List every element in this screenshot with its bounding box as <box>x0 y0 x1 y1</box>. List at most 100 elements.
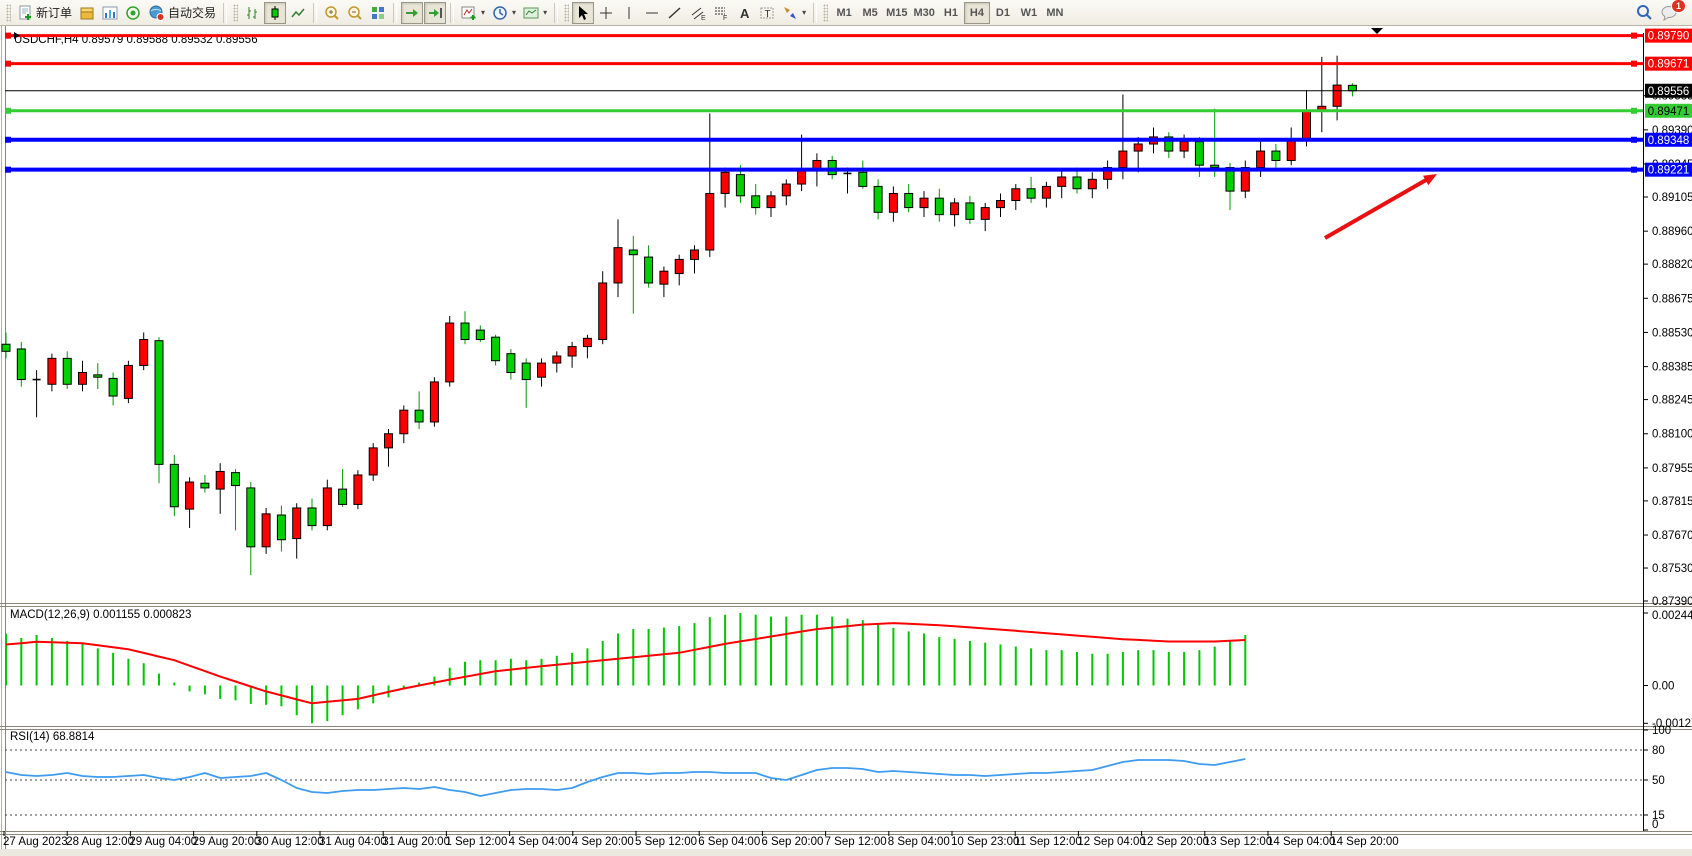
red-arrow-annotation[interactable] <box>1324 178 1427 240</box>
timeframe-button-h1[interactable]: H1 <box>938 2 964 24</box>
price-tag-label: 0.89348 <box>1648 135 1690 147</box>
line-anchor-square[interactable] <box>1631 166 1637 173</box>
periods-button[interactable]: ▾ <box>489 2 519 24</box>
toolbar-drag-handle[interactable] <box>233 3 239 22</box>
candle-body <box>16 348 26 381</box>
candle-body <box>261 513 271 548</box>
line-anchor-square[interactable] <box>5 32 11 39</box>
candle-body <box>888 192 898 213</box>
channel-icon: E <box>691 7 706 21</box>
candle-body <box>521 362 531 381</box>
toolbar-drag-handle[interactable] <box>564 3 570 22</box>
toolbar-separator <box>450 2 455 23</box>
timeframe-button-d1[interactable]: D1 <box>990 2 1016 24</box>
zoom-out-button[interactable] <box>344 2 366 24</box>
line-anchor-square[interactable] <box>1631 60 1637 67</box>
timeframe-button-m5[interactable]: M5 <box>857 2 883 24</box>
candle-body <box>735 174 745 197</box>
signals-button[interactable] <box>122 2 144 24</box>
candle-body <box>1347 84 1357 92</box>
fibonacci-button[interactable]: F <box>710 2 732 24</box>
candle-body <box>919 197 929 209</box>
candle-body <box>934 197 944 216</box>
channel-button[interactable]: E <box>687 2 709 24</box>
time-tick-label: 29 Aug 20:00 <box>193 836 261 848</box>
charts-button[interactable] <box>99 2 121 24</box>
candle-body <box>460 322 470 341</box>
candle-body <box>582 337 592 348</box>
line-chart-button[interactable] <box>287 2 309 24</box>
candlestick-button[interactable] <box>264 1 287 24</box>
label-button[interactable]: T <box>756 2 778 24</box>
rsi-tick-label: 15 <box>1652 810 1665 822</box>
cursor-button[interactable] <box>572 1 595 24</box>
chevron-down-icon: ▾ <box>802 8 807 17</box>
line-anchor-square[interactable] <box>1631 136 1637 143</box>
candle-body <box>322 487 332 527</box>
price-tick-label: 0.87530 <box>1652 563 1692 575</box>
time-tick-label: 10 Sep 23:00 <box>951 836 1019 848</box>
red-arrow-head <box>1423 174 1437 186</box>
candle-body <box>659 270 669 285</box>
time-tick-label: 13 Sep 12:00 <box>1204 836 1272 848</box>
zoom-in-button[interactable] <box>321 2 343 24</box>
price-tick-label: 0.87955 <box>1652 463 1692 475</box>
chart-canvas[interactable]: 0.895350.893900.892450.891050.889600.888… <box>0 26 1692 856</box>
candle-body <box>1286 138 1296 161</box>
candle-body <box>705 192 715 251</box>
timeframe-button-mn[interactable]: MN <box>1042 2 1068 24</box>
toolbar-drag-handle[interactable] <box>6 3 11 22</box>
vertical-line-button[interactable] <box>618 2 640 24</box>
timeframe-button-w1[interactable]: W1 <box>1016 2 1042 24</box>
market-icon <box>80 7 94 19</box>
bar-chart-button[interactable] <box>241 2 263 24</box>
crosshair-button[interactable] <box>595 2 617 24</box>
price-tick-label: 0.88245 <box>1652 395 1692 407</box>
time-tick-label: 7 Sep 12:00 <box>825 836 887 848</box>
horizontal-line-button[interactable] <box>641 2 663 24</box>
candle-body <box>414 409 424 423</box>
svg-text:E: E <box>701 15 706 21</box>
shapes-icon <box>784 6 797 19</box>
timeframe-button-m15[interactable]: M15 <box>883 2 910 24</box>
time-tick-label: 1 Sep 12:00 <box>445 836 507 848</box>
price-tag <box>1645 162 1692 177</box>
tile-windows-button[interactable] <box>367 2 389 24</box>
line-anchor-square[interactable] <box>1631 32 1637 39</box>
templates-button[interactable]: ▾ <box>520 2 550 24</box>
rsi-tick-label: 100 <box>1652 725 1671 737</box>
text-button[interactable]: A <box>733 2 755 24</box>
time-tick-label: 29 Aug 04:00 <box>129 836 197 848</box>
line-anchor-square[interactable] <box>1631 107 1637 114</box>
autotrading-button[interactable]: 自动交易 <box>145 2 219 24</box>
timeframe-button-m30[interactable]: M30 <box>911 2 938 24</box>
candle-body <box>1041 185 1051 199</box>
candle-body <box>491 336 501 362</box>
chart-shift-marker[interactable] <box>1371 28 1383 34</box>
line-anchor-square[interactable] <box>5 60 11 67</box>
time-tick-label: 5 Sep 12:00 <box>635 836 697 848</box>
auto-scroll-button[interactable] <box>401 1 424 24</box>
search-button[interactable] <box>1633 2 1657 24</box>
notifications-button[interactable]: 1 <box>1658 0 1686 24</box>
timeframe-button-h4[interactable]: H4 <box>963 1 990 24</box>
chart-shift-button[interactable] <box>424 1 447 24</box>
line-anchor-square[interactable] <box>5 166 11 173</box>
candle-body <box>47 357 57 385</box>
indicators-icon <box>461 6 476 20</box>
time-tick-label: 6 Sep 04:00 <box>698 836 760 848</box>
new-order-button[interactable]: 新订单 <box>14 2 75 24</box>
notification-badge: 1 <box>1670 0 1686 13</box>
autotrading-icon <box>149 5 165 21</box>
trendline-button[interactable] <box>664 2 686 24</box>
indicators-button[interactable]: ▾ <box>458 2 488 24</box>
time-tick-label: 30 Aug 12:00 <box>256 836 324 848</box>
line-anchor-square[interactable] <box>5 136 11 143</box>
candle-body <box>139 339 149 366</box>
toolbar-drag-handle[interactable] <box>823 3 829 22</box>
timeframe-button-m1[interactable]: M1 <box>831 2 857 24</box>
price-tag <box>1645 56 1692 71</box>
shapes-button[interactable]: ▾ <box>779 2 809 24</box>
market-button[interactable] <box>76 2 98 24</box>
line-anchor-square[interactable] <box>5 107 11 114</box>
